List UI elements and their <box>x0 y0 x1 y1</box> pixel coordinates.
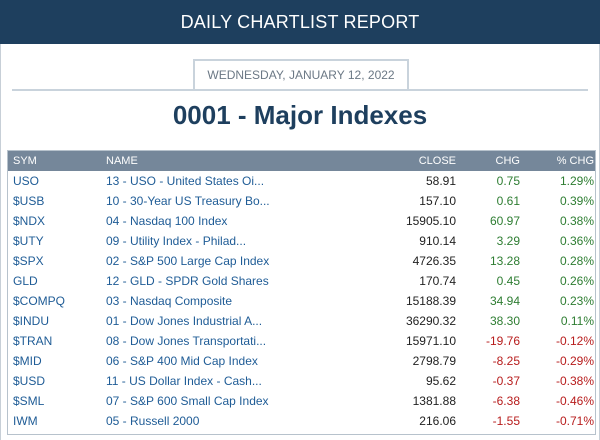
row-percent-change-value: 1.29% <box>559 174 594 188</box>
row-change-value: -6.38 <box>492 394 520 408</box>
report-date: WEDNESDAY, JANUARY 12, 2022 <box>193 59 409 89</box>
row-close-value: 2798.79 <box>412 354 456 368</box>
banner-title: DAILY CHARTLIST REPORT <box>180 11 420 32</box>
row-symbol-link[interactable]: GLD <box>13 274 38 288</box>
row-close-value: 170.74 <box>419 274 456 288</box>
table-row: $TRAN 08 - Dow Jones Transportati... 15971… <box>8 331 595 351</box>
row-name-link[interactable]: 05 - Russell 2000 <box>106 414 200 428</box>
report-date-label: WEDNESDAY, JANUARY 12, 2022 <box>207 68 395 82</box>
column-header-chg[interactable]: CHG <box>495 155 520 167</box>
column-header-name[interactable]: NAME <box>106 155 138 167</box>
row-change-value: 3.29 <box>496 234 520 248</box>
table-row: $COMPQ 03 - Nasdaq Composite 15188.39 34.94… <box>8 291 595 311</box>
divider <box>12 89 588 91</box>
table-row: $USB 10 - 30-Year US Treasury Bo... 157.10… <box>8 191 595 211</box>
row-symbol-link[interactable]: $USB <box>13 194 45 208</box>
table-row: USO 13 - USO - United States Oi... 58.91 0.… <box>8 171 595 191</box>
column-header-close[interactable]: CLOSE <box>418 155 456 167</box>
row-symbol-link[interactable]: $INDU <box>13 314 50 328</box>
row-change-value: 13.28 <box>489 254 520 268</box>
row-change-value: -8.25 <box>492 354 520 368</box>
row-change-value: 0.61 <box>496 194 520 208</box>
table-row: $INDU 01 - Dow Jones Industrial A... 36290… <box>8 311 595 331</box>
table-row: $USD 11 - US Dollar Index - Cash... 95.62 -… <box>8 371 595 391</box>
row-change-value: 60.97 <box>489 214 520 228</box>
row-symbol-link[interactable]: $COMPQ <box>13 294 66 308</box>
row-close-value: 15188.39 <box>405 294 456 308</box>
row-percent-change-value: 0.39% <box>559 194 594 208</box>
table-body: USO 13 - USO - United States Oi... 58.91 0.… <box>8 171 595 431</box>
row-change-value: -1.55 <box>492 414 520 428</box>
row-percent-change-value: 0.36% <box>559 234 594 248</box>
row-percent-change-value: 0.26% <box>559 274 594 288</box>
row-name-link[interactable]: 10 - 30-Year US Treasury Bo... <box>106 194 270 208</box>
column-header-pct[interactable]: % CHG <box>556 155 594 167</box>
row-change-value: -0.37 <box>492 374 520 388</box>
row-change-value: -19.76 <box>485 334 520 348</box>
row-close-value: 910.14 <box>419 234 456 248</box>
row-percent-change-value: 0.38% <box>559 214 594 228</box>
row-name-link[interactable]: 08 - Dow Jones Transportati... <box>106 334 267 348</box>
page-title: 0001 - Major Indexes <box>172 100 428 130</box>
row-close-value: 15905.10 <box>405 214 456 228</box>
row-close-value: 1381.88 <box>412 394 456 408</box>
row-name-link[interactable]: 13 - USO - United States Oi... <box>106 174 265 188</box>
row-name-link[interactable]: 09 - Utility Index - Philad... <box>106 234 247 248</box>
row-name-link[interactable]: 12 - GLD - SPDR Gold Shares <box>106 274 269 288</box>
row-percent-change-value: -0.71% <box>555 414 594 428</box>
row-percent-change-value: -0.38% <box>555 374 594 388</box>
row-close-value: 216.06 <box>419 414 456 428</box>
row-close-value: 4726.35 <box>412 254 456 268</box>
table-row: $SPX 02 - S&P 500 Large Cap Index 4726.35 1… <box>8 251 595 271</box>
table-row: $UTY 09 - Utility Index - Philad... 910.14… <box>8 231 595 251</box>
row-percent-change-value: -0.12% <box>555 334 594 348</box>
report-banner: DAILY CHARTLIST REPORT <box>0 0 600 44</box>
row-name-link[interactable]: 02 - S&P 500 Large Cap Index <box>106 254 270 268</box>
table-row: $NDX 04 - Nasdaq 100 Index 15905.10 60.97 0.… <box>8 211 595 231</box>
row-percent-change-value: 0.11% <box>560 314 594 328</box>
table-header: SYM NAME CLOSE CHG % CHG <box>8 151 595 171</box>
row-close-value: 36290.32 <box>405 314 456 328</box>
row-symbol-link[interactable]: $TRAN <box>13 334 53 348</box>
row-name-link[interactable]: 11 - US Dollar Index - Cash... <box>106 374 262 388</box>
row-name-link[interactable]: 04 - Nasdaq 100 Index <box>106 214 228 228</box>
row-change-value: 0.45 <box>496 274 520 288</box>
row-change-value: 34.94 <box>489 294 520 308</box>
row-symbol-link[interactable]: $NDX <box>13 214 46 228</box>
table-row: $MID 06 - S&P 400 Mid Cap Index 2798.79 -8.… <box>8 351 595 371</box>
row-name-link[interactable]: 01 - Dow Jones Industrial A... <box>106 314 263 328</box>
row-name-link[interactable]: 03 - Nasdaq Composite <box>106 294 233 308</box>
row-name-link[interactable]: 07 - S&P 600 Small Cap Index <box>106 394 269 408</box>
row-percent-change-value: -0.46% <box>555 394 594 408</box>
row-percent-change-value: -0.29% <box>555 354 594 368</box>
row-change-value: 0.75 <box>496 174 520 188</box>
column-header-sym[interactable]: SYM <box>13 155 37 167</box>
table-row: IWM 05 - Russell 2000 216.06 -1.55 -0.71% <box>8 411 595 431</box>
table-row: $SML 07 - S&P 600 Small Cap Index 1381.88 -… <box>8 391 595 411</box>
row-symbol-link[interactable]: $USD <box>13 374 46 388</box>
row-name-link[interactable]: 06 - S&P 400 Mid Cap Index <box>106 354 258 368</box>
row-close-value: 157.10 <box>419 194 456 208</box>
row-close-value: 95.62 <box>425 374 456 388</box>
index-table: SYM NAME CLOSE CHG % CHG USO 13 - USO - U… <box>7 150 596 435</box>
row-symbol-link[interactable]: $UTY <box>13 234 44 248</box>
row-symbol-link[interactable]: $MID <box>13 354 42 368</box>
row-symbol-link[interactable]: IWM <box>13 414 38 428</box>
row-percent-change-value: 0.23% <box>559 294 594 308</box>
table-row: GLD 12 - GLD - SPDR Gold Shares 170.74 0.45… <box>8 271 595 291</box>
row-change-value: 38.30 <box>489 314 520 328</box>
row-close-value: 58.91 <box>425 174 456 188</box>
row-symbol-link[interactable]: $SML <box>13 394 45 408</box>
row-symbol-link[interactable]: $SPX <box>13 254 44 268</box>
row-symbol-link[interactable]: USO <box>13 174 40 188</box>
row-percent-change-value: 0.28% <box>559 254 594 268</box>
row-close-value: 15971.10 <box>405 334 456 348</box>
